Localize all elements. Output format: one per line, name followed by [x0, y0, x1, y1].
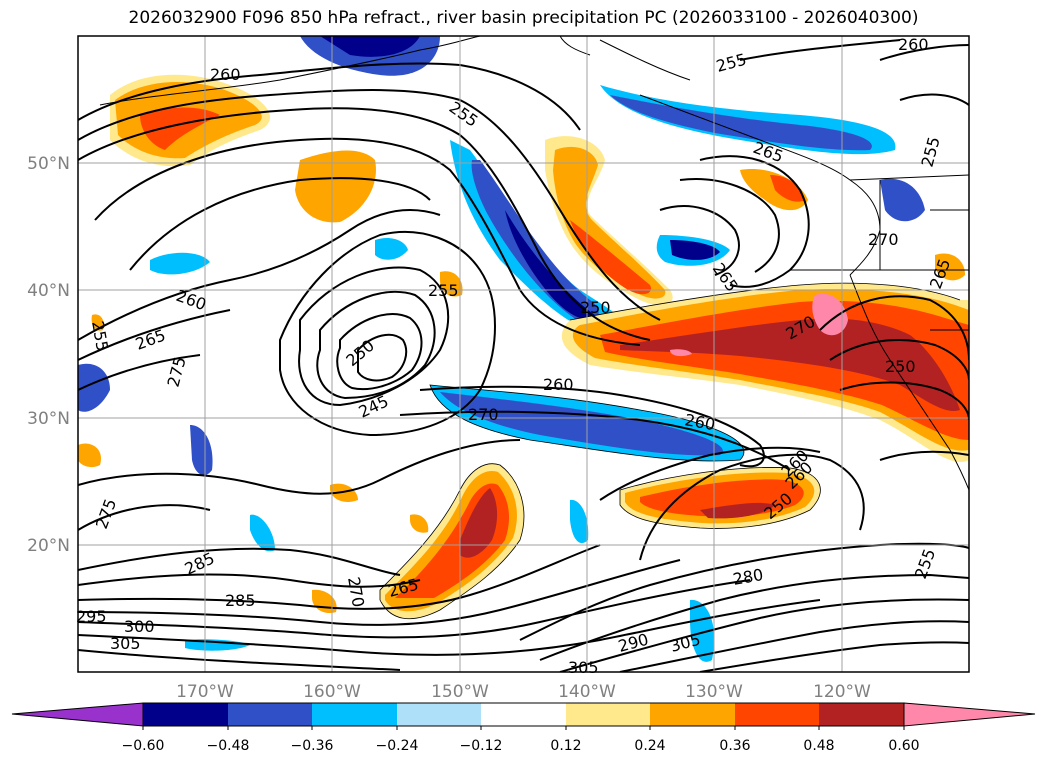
colorbar-bin [735, 703, 819, 726]
lon-label-120w: 120°W [813, 682, 871, 702]
contour-label: 255 [446, 98, 482, 131]
graticule [78, 36, 969, 672]
lon-label-140w: 140°W [558, 682, 616, 702]
contour-label: 270 [468, 405, 499, 424]
colorbar: −0.60 −0.48 −0.36 −0.24 −0.12 0.12 0.24 … [11, 702, 1036, 754]
colorbar-tick-label: −0.36 [291, 738, 334, 754]
lon-label-150w: 150°W [431, 682, 489, 702]
contour-label: 250 [885, 357, 916, 376]
lon-label-170w: 170°W [176, 682, 234, 702]
colorbar-tick-label: −0.12 [460, 738, 503, 754]
colorbar-tick-label: −0.48 [207, 738, 250, 754]
colorbar-tick-label: 0.48 [803, 738, 834, 754]
lat-label-50n: 50°N [27, 154, 70, 174]
contour-label: 290 [616, 630, 650, 656]
contour-label: 265 [133, 325, 168, 353]
contour-label: 245 [356, 391, 392, 421]
lat-label-40n: 40°N [27, 281, 70, 301]
colorbar-tick-label: 0.24 [634, 738, 665, 754]
lon-label-160w: 160°W [303, 682, 361, 702]
coastlines [99, 36, 969, 491]
contour-label: 295 [76, 607, 107, 626]
contour-label: 285 [225, 591, 256, 610]
lat-label-30n: 30°N [27, 409, 70, 429]
contour-label: 265 [926, 256, 954, 291]
contour-label: 250 [342, 336, 378, 370]
contour-label: 305 [568, 658, 599, 677]
colorbar-bin [481, 703, 566, 726]
contour-label: 255 [428, 281, 459, 300]
contour-label: 255 [918, 135, 944, 169]
contour-label: 280 [731, 565, 764, 589]
colorbar-extend-high [903, 702, 1036, 727]
colorbar-bin [312, 703, 397, 726]
contour-label: 260 [543, 375, 574, 394]
colorbar-tick-label: −0.60 [122, 738, 165, 754]
lat-label-20n: 20°N [27, 536, 70, 556]
colorbar-tick-label: 0.36 [719, 738, 750, 754]
shaded-field [78, 36, 969, 662]
colorbar-bin [650, 703, 735, 726]
plot-frame [77, 35, 970, 673]
contour-label: 270 [868, 230, 899, 249]
colorbar-bin [228, 703, 312, 726]
colorbar-bin [819, 703, 904, 726]
colorbar-bin [143, 703, 228, 726]
contours [78, 39, 969, 672]
longitude-labels: 170°W 160°W 150°W 140°W 130°W 120°W [176, 682, 871, 702]
contour-label: 250 [580, 298, 611, 317]
contour-label: 270 [344, 575, 368, 608]
contour-label: 260 [898, 35, 929, 54]
contour-label: 255 [714, 50, 748, 76]
map-title: 2026032900 F096 850 hPa refract., river … [128, 8, 919, 28]
colorbar-tick-label: −0.24 [376, 738, 419, 754]
contour-label: 260 [210, 65, 241, 84]
colorbar-tick-label: 0.12 [550, 738, 581, 754]
colorbar-bin [566, 703, 650, 726]
contour-label: 300 [124, 617, 155, 636]
latitude-labels: 50°N 40°N 30°N 20°N [27, 154, 70, 556]
colorbar-extend-low [11, 702, 144, 727]
contour-label: 255 [88, 319, 112, 352]
contour-label: 275 [92, 496, 120, 531]
lon-label-130w: 130°W [685, 682, 743, 702]
contour-label: 305 [110, 634, 141, 653]
colorbar-tick-label: 0.60 [888, 738, 919, 754]
colorbar-bin [397, 703, 481, 726]
